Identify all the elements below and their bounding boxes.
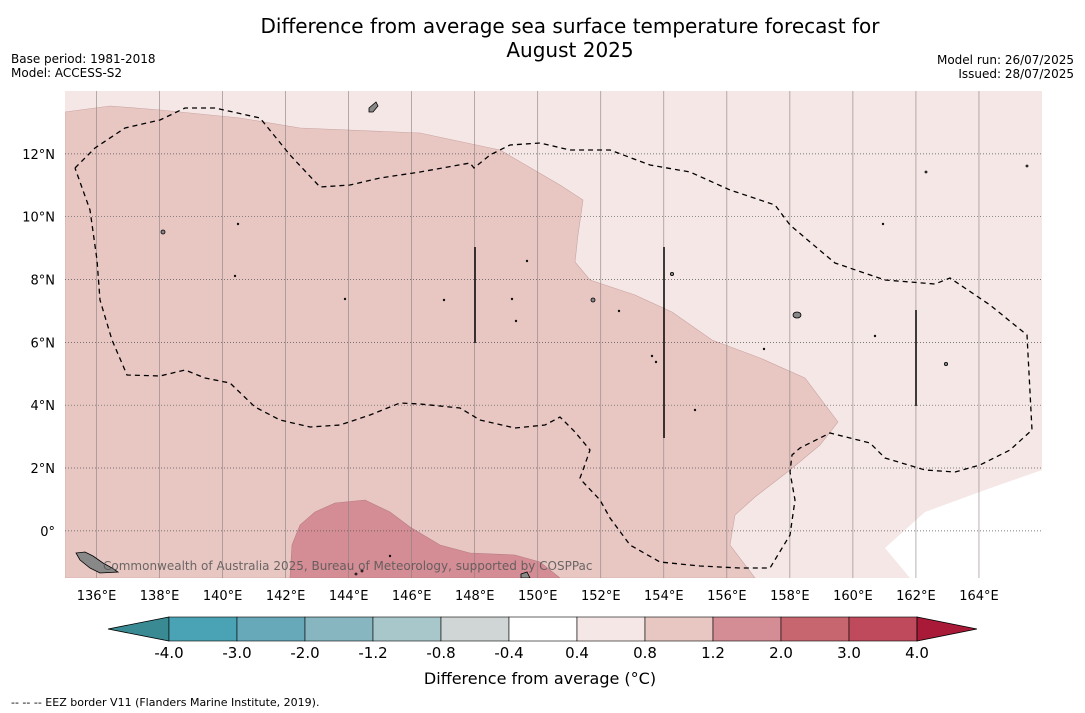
lon-tick-label: 142°E [266,589,306,604]
lon-tick-label: 136°E [77,589,117,604]
colorbar-tick-label: 4.0 [905,644,929,662]
copyright-text: Commonwealth of Australia 2025, Bureau o… [103,559,593,573]
island-new-guinea-tip [75,551,120,574]
colorbar-segment [780,616,850,642]
lat-tick-label: 10°N [22,211,55,226]
island-south [520,571,531,578]
colorbar-tick-label: -1.2 [358,644,387,662]
title-line-2: August 2025 [506,38,634,62]
colorbar-tick-label: -0.4 [494,644,523,662]
colorbar-tick-label: 2.0 [769,644,793,662]
eez-borders [74,107,1033,569]
colorbar-tick-label: 0.4 [565,644,589,662]
lat-tick-label: 0° [40,525,55,540]
anomaly-band-1p2-2p0 [289,499,561,578]
colorbar-segment [236,616,306,642]
colorbar-segment [644,616,714,642]
issued-date: Issued: 28/07/2025 [958,67,1074,81]
colorbar-tick-label: 1.2 [701,644,725,662]
lon-tick-label: 140°E [203,589,243,604]
colorbar-arrow-high [916,616,978,642]
map-title: Difference from average sea surface temp… [170,14,970,62]
map-area[interactable]: Commonwealth of Australia 2025, Bureau o… [65,91,1042,578]
islands [75,101,1029,578]
latitude-gridlines [65,153,1042,532]
colorbar-tick-label: -3.0 [222,644,251,662]
colorbar-tick-label: 3.0 [837,644,861,662]
colorbar [107,616,978,642]
base-period-info: Base period: 1981-2018 Model: ACCESS-S2 [11,52,156,80]
longitude-gridlines [96,91,980,578]
lon-tick-label: 158°E [770,589,810,604]
model-run: Model run: 26/07/2025 [936,53,1074,67]
colorbar-segment [168,616,238,642]
eez-footnote: -- -- -- EEZ border V11 (Flanders Marine… [11,696,320,709]
model-run-info: Model run: 26/07/2025 Issued: 28/07/2025 [937,53,1074,81]
colorbar-segment [576,616,646,642]
lon-tick-label: 150°E [518,589,558,604]
lat-tick-label: 6°N [31,336,56,351]
lon-tick-label: 138°E [140,589,180,604]
lon-tick-label: 148°E [455,589,495,604]
island-pohnpei [792,311,802,319]
lat-tick-label: 8°N [31,274,56,289]
longitude-tick-labels: 136°E 138°E 140°E 142°E 144°E 146°E 148°E 150°E… [77,589,999,604]
colorbar-segment [440,616,510,642]
colorbar-tick-label: 0.8 [633,644,657,662]
lon-tick-label: 146°E [392,589,432,604]
eez-border-palau-fsm-west [74,107,1033,569]
lat-tick-label: 2°N [31,462,56,477]
lon-tick-label: 160°E [833,589,873,604]
colorbar-segment [508,616,578,642]
eez-separators [474,247,917,438]
lon-tick-label: 144°E [329,589,369,604]
colorbar-arrow-low [107,616,170,642]
island-chuuk [160,229,166,235]
colorbar-tick-label: -4.0 [154,644,183,662]
base-period: Base period: 1981-2018 [11,52,156,66]
lon-tick-label: 164°E [959,589,999,604]
lon-tick-label: 152°E [581,589,621,604]
lat-tick-label: 12°N [22,148,55,163]
lon-tick-label: 154°E [644,589,684,604]
colorbar-segment [848,616,918,642]
latitude-tick-labels: 12°N 10°N 8°N 6°N 4°N 2°N 0° [22,148,55,540]
colorbar-tick-label: -0.8 [426,644,455,662]
title-line-1: Difference from average sea surface temp… [260,14,880,38]
lon-tick-label: 162°E [896,589,936,604]
colorbar-tick-labels: -4.0 -3.0 -2.0 -1.2 -0.8 -0.4 0.4 0.8 1.2 2.0 3.0 4… [154,644,929,662]
colorbar-segment [304,616,374,642]
colorbar-tick-label: -2.0 [290,644,319,662]
colorbar-segment [712,616,782,642]
lat-tick-label: 4°N [31,399,56,414]
lon-tick-label: 156°E [707,589,747,604]
island-north [368,101,379,113]
anomaly-band-0p8-1p2 [65,105,839,578]
colorbar-segment [372,616,442,642]
model-name: Model: ACCESS-S2 [11,66,123,80]
colorbar-label: Difference from average (°C) [423,669,657,688]
